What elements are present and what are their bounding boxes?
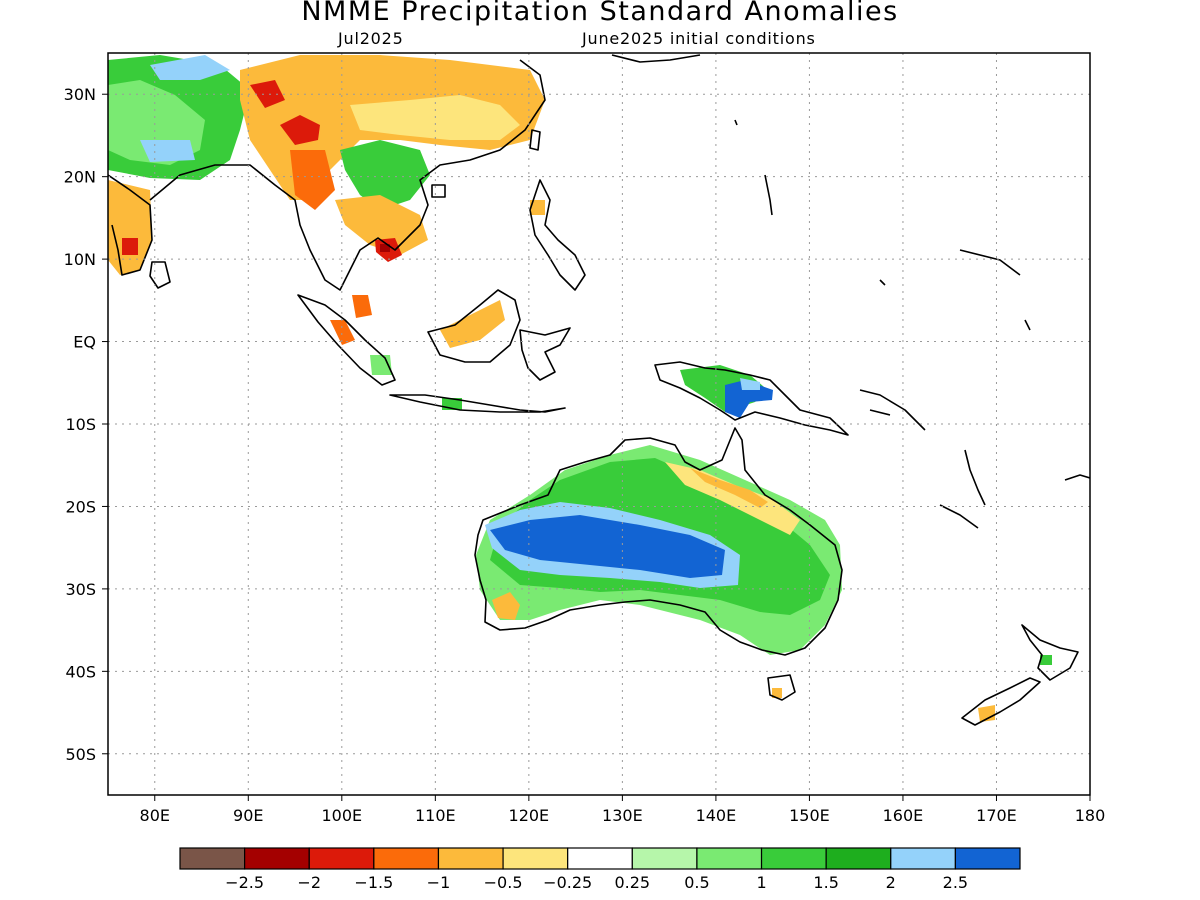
china-red-patch bbox=[280, 115, 320, 145]
lat-label: 30S bbox=[65, 580, 96, 599]
color-bar-swatch bbox=[760, 847, 827, 870]
australia-blue-core bbox=[490, 515, 725, 578]
nz-north-coastline bbox=[1021, 624, 1079, 681]
color-bar-label: −0.25 bbox=[543, 873, 592, 892]
new-guinea-lightblue bbox=[740, 378, 760, 390]
map-frame bbox=[107, 52, 1091, 796]
color-bar-label: 0.25 bbox=[614, 873, 650, 892]
tasmania-coastline bbox=[767, 674, 796, 701]
mekong-darkred bbox=[380, 244, 390, 252]
lon-label: 150E bbox=[789, 806, 830, 825]
lat-label: 20S bbox=[65, 497, 96, 516]
solomon-islands-coastline bbox=[859, 389, 926, 431]
lon-label: 160E bbox=[883, 806, 924, 825]
color-bar-swatch bbox=[825, 847, 892, 870]
borneo-orange bbox=[440, 300, 505, 348]
nz-orange bbox=[978, 705, 995, 722]
tasmania-orange bbox=[772, 688, 782, 698]
lon-label: 180 bbox=[1075, 806, 1106, 825]
java-coastline bbox=[389, 394, 566, 413]
nz-green bbox=[1040, 655, 1052, 665]
color-bar-label: −2.5 bbox=[225, 873, 264, 892]
lon-label: 90E bbox=[233, 806, 263, 825]
lon-label: 110E bbox=[415, 806, 456, 825]
color-bar-labels: −2.5 −2 −1.5 −1 −0.5 −0.25 0.25 0.5 1 1.5 2 2.5 bbox=[225, 873, 968, 892]
color-bar-swatch bbox=[179, 847, 246, 870]
philippines-coastline bbox=[529, 179, 586, 291]
lat-label: 40S bbox=[65, 662, 96, 681]
color-bar-swatch bbox=[502, 847, 569, 870]
color-bar-label: −1.5 bbox=[354, 873, 393, 892]
longitude-labels: 80E 90E 100E 110E 120E 130E 140E 150E 160E 170E 18… bbox=[140, 806, 1106, 825]
new-guinea-coastline bbox=[654, 361, 849, 436]
sumatra-coastline bbox=[297, 294, 396, 386]
asia-mainland-coastline bbox=[108, 59, 546, 291]
new-caledonia-coastline bbox=[939, 504, 979, 529]
vanuatu-coastline bbox=[964, 449, 986, 506]
hainan-coastline bbox=[431, 184, 446, 198]
micronesia-islands bbox=[734, 119, 1031, 331]
color-bar-label: 2 bbox=[886, 873, 896, 892]
sulawesi-coastline bbox=[519, 327, 571, 381]
color-bar-label: 0.5 bbox=[684, 873, 709, 892]
new-guinea-blue bbox=[725, 380, 773, 418]
india-blue-patch bbox=[140, 140, 195, 162]
fiji-coastline bbox=[1064, 474, 1090, 481]
color-bar-label: 2.5 bbox=[943, 873, 968, 892]
initial-conditions: June2025 initial conditions bbox=[582, 29, 816, 48]
india-red-dot bbox=[122, 238, 138, 255]
nz-south-coastline bbox=[961, 677, 1041, 726]
tibet-lightblue bbox=[150, 55, 230, 80]
color-bar-label: −2 bbox=[297, 873, 321, 892]
color-bar-swatch bbox=[890, 847, 956, 870]
color-bar-swatch bbox=[373, 847, 440, 870]
sumatra-orange bbox=[330, 320, 355, 345]
lon-label: 170E bbox=[976, 806, 1017, 825]
japan-coastline bbox=[611, 54, 701, 63]
taiwan-coastline bbox=[529, 129, 541, 151]
lat-label: EQ bbox=[73, 333, 96, 352]
lon-label: 130E bbox=[602, 806, 643, 825]
lat-label: 10S bbox=[65, 415, 96, 434]
graticule bbox=[102, 53, 1091, 801]
color-bar-swatch bbox=[567, 847, 633, 870]
color-bar-swatch bbox=[954, 847, 1021, 870]
color-bar-label: −1 bbox=[427, 873, 451, 892]
himalaya-red-patch bbox=[250, 80, 285, 108]
color-bar-swatch bbox=[437, 847, 504, 870]
color-bar-swatch bbox=[308, 847, 375, 870]
color-bar-label: −0.5 bbox=[484, 873, 523, 892]
australia-orange-east bbox=[690, 468, 768, 508]
australia-coastline bbox=[474, 427, 843, 656]
color-bar-swatch bbox=[631, 847, 698, 870]
latitude-labels: 30N 20N 10N EQ 10S 20S 30S 40S 50S bbox=[64, 85, 96, 764]
map-title: NMME Precipitation Standard Anomalies bbox=[301, 0, 899, 27]
borneo-coastline bbox=[427, 289, 521, 363]
coastlines bbox=[108, 54, 1090, 726]
china-green-region bbox=[340, 140, 430, 210]
lat-label: 50S bbox=[65, 745, 96, 764]
myanmar-orange bbox=[290, 150, 335, 210]
sri-lanka-coastline bbox=[149, 261, 171, 289]
lat-label: 30N bbox=[64, 85, 96, 104]
color-bar-label: 1.5 bbox=[813, 873, 838, 892]
color-bar bbox=[179, 847, 1021, 870]
lon-label: 140E bbox=[696, 806, 737, 825]
philippines-orange bbox=[530, 200, 545, 215]
lat-label: 20N bbox=[64, 168, 96, 187]
anomaly-shading bbox=[108, 55, 1052, 722]
lon-label: 120E bbox=[509, 806, 550, 825]
color-bar-swatch bbox=[244, 847, 310, 870]
lon-label: 100E bbox=[321, 806, 362, 825]
australia-orange-sw bbox=[492, 592, 520, 620]
india-orange-west bbox=[108, 180, 152, 275]
lon-label: 80E bbox=[140, 806, 170, 825]
color-bar-swatch bbox=[696, 847, 763, 870]
forecast-month: Jul2025 bbox=[338, 29, 404, 48]
color-bar-label: 1 bbox=[756, 873, 766, 892]
lat-label: 10N bbox=[64, 250, 96, 269]
australia-yellow-east bbox=[665, 462, 800, 535]
malaya-orange bbox=[352, 295, 372, 318]
